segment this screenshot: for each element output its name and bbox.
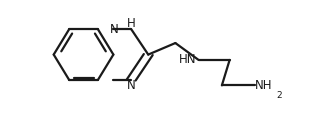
Text: N: N	[110, 23, 119, 36]
Text: H: H	[127, 17, 135, 30]
Text: 2: 2	[276, 91, 282, 100]
Text: N: N	[127, 79, 135, 92]
Text: HN: HN	[179, 53, 196, 66]
Text: NH: NH	[255, 79, 273, 92]
